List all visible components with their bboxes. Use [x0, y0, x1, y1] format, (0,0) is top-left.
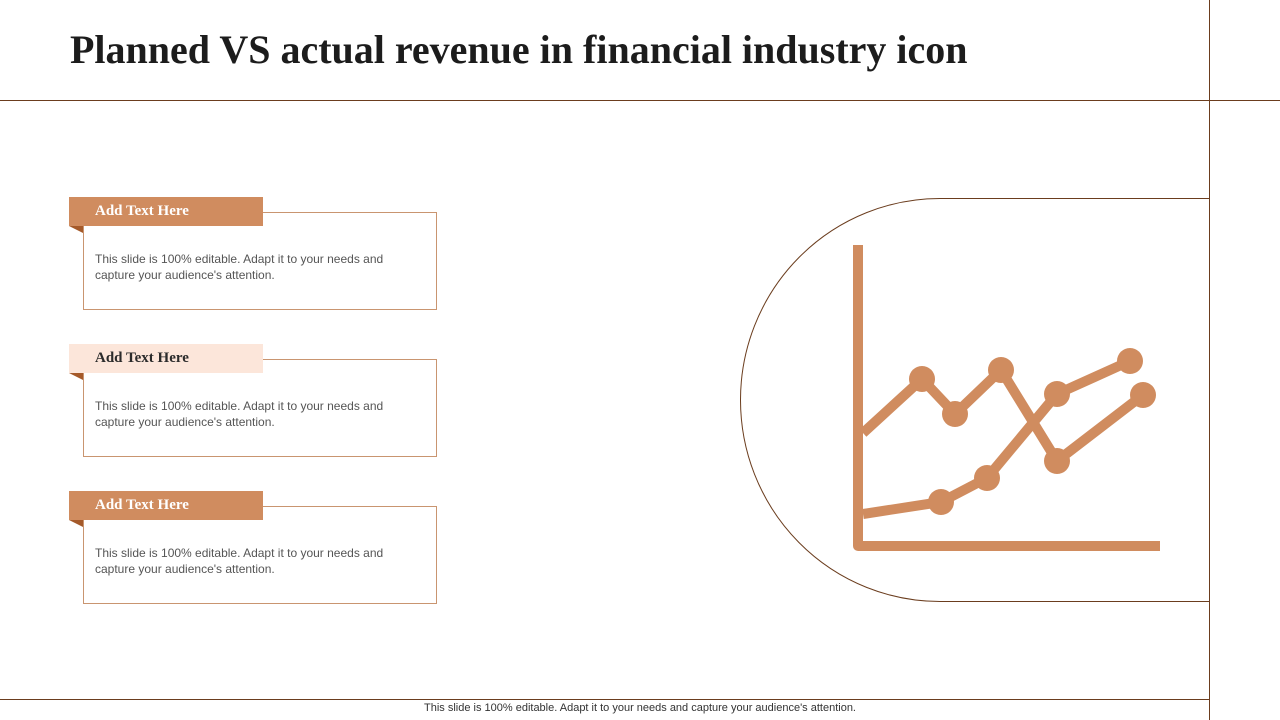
card-body-text[interactable]: This slide is 100% editable. Adapt it to… — [95, 399, 384, 429]
text-card-3: Add Text Here This slide is 100% editabl… — [69, 491, 439, 604]
data-point — [974, 465, 1000, 491]
rounded-panel-outline — [740, 198, 1210, 602]
text-card-1: Add Text Here This slide is 100% editabl… — [69, 197, 439, 310]
line-chart-icon[interactable] — [740, 198, 1211, 602]
icon-panel — [740, 198, 1211, 602]
card-heading[interactable]: Add Text Here — [69, 197, 263, 226]
title-divider — [0, 100, 1280, 101]
footer-note[interactable]: This slide is 100% editable. Adapt it to… — [424, 702, 856, 714]
card-tab-fold — [69, 520, 83, 527]
data-point — [1117, 348, 1143, 374]
data-point — [909, 366, 935, 392]
data-point — [1044, 448, 1070, 474]
data-point — [942, 401, 968, 427]
card-tab-fold — [69, 226, 83, 233]
card-body-text[interactable]: This slide is 100% editable. Adapt it to… — [95, 546, 384, 576]
data-point — [928, 489, 954, 515]
card-body-text[interactable]: This slide is 100% editable. Adapt it to… — [95, 252, 384, 282]
data-point — [1130, 382, 1156, 408]
card-heading[interactable]: Add Text Here — [69, 344, 263, 373]
text-card-2: Add Text Here This slide is 100% editabl… — [69, 344, 439, 457]
footer-divider — [0, 699, 1210, 700]
right-border-line — [1209, 0, 1210, 720]
card-frame — [83, 359, 437, 457]
page-title: Planned VS actual revenue in financial i… — [70, 27, 968, 72]
card-heading[interactable]: Add Text Here — [69, 491, 263, 520]
chart-axes — [853, 245, 1160, 551]
data-point — [988, 357, 1014, 383]
card-tab-fold — [69, 373, 83, 380]
card-frame — [83, 212, 437, 310]
data-point — [1044, 381, 1070, 407]
series-line-1 — [859, 365, 1147, 466]
card-frame — [83, 506, 437, 604]
